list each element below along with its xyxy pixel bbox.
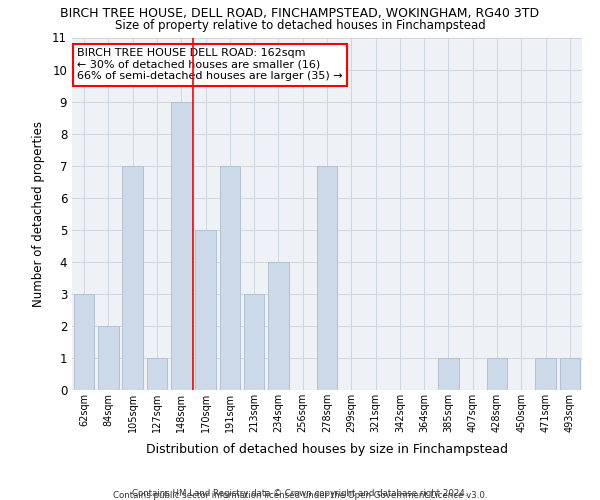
Bar bbox=[317, 166, 337, 390]
Text: Size of property relative to detached houses in Finchampstead: Size of property relative to detached ho… bbox=[115, 19, 485, 32]
Bar bbox=[438, 358, 459, 390]
Text: BIRCH TREE HOUSE DELL ROAD: 162sqm
← 30% of detached houses are smaller (16)
66%: BIRCH TREE HOUSE DELL ROAD: 162sqm ← 30%… bbox=[77, 48, 343, 82]
Bar bbox=[195, 230, 216, 390]
Bar bbox=[98, 326, 119, 390]
X-axis label: Distribution of detached houses by size in Finchampstead: Distribution of detached houses by size … bbox=[146, 444, 508, 456]
Bar bbox=[146, 358, 167, 390]
Bar bbox=[74, 294, 94, 390]
Bar bbox=[220, 166, 240, 390]
Bar bbox=[122, 166, 143, 390]
Text: BIRCH TREE HOUSE, DELL ROAD, FINCHAMPSTEAD, WOKINGHAM, RG40 3TD: BIRCH TREE HOUSE, DELL ROAD, FINCHAMPSTE… bbox=[61, 8, 539, 20]
Y-axis label: Number of detached properties: Number of detached properties bbox=[32, 120, 45, 306]
Bar bbox=[171, 102, 191, 390]
Bar bbox=[487, 358, 508, 390]
Bar bbox=[244, 294, 265, 390]
Text: Contains public sector information licensed under the Open Government Licence v3: Contains public sector information licen… bbox=[113, 491, 487, 500]
Bar bbox=[268, 262, 289, 390]
Bar bbox=[560, 358, 580, 390]
Bar bbox=[535, 358, 556, 390]
Text: Contains HM Land Registry data © Crown copyright and database right 2024.: Contains HM Land Registry data © Crown c… bbox=[132, 488, 468, 498]
